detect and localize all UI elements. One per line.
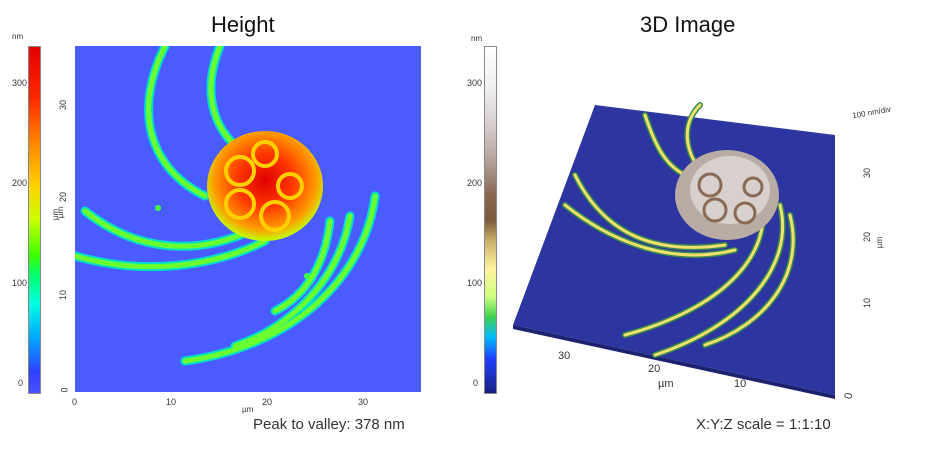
front-axis-tick: 20 xyxy=(648,363,661,375)
3d-surface-image xyxy=(513,102,835,399)
front-axis-tick: 30 xyxy=(558,350,571,362)
left-colorbar-tick: 0 xyxy=(18,378,24,388)
front-axis-tick: 10 xyxy=(734,378,747,390)
left-x-label: µm xyxy=(242,405,254,414)
right-colorbar-unit: nm xyxy=(471,34,483,43)
left-y-tick: 0 xyxy=(59,387,70,393)
side-axis-tick: 30 xyxy=(862,167,873,179)
left-x-tick: 0 xyxy=(72,397,78,407)
peak-to-valley-caption: Peak to valley: 378 nm xyxy=(253,416,405,433)
left-y-label: µm xyxy=(56,206,66,219)
left-y-tick: 30 xyxy=(58,99,69,111)
front-axis-label: µm xyxy=(658,378,674,390)
left-colorbar-tick: 300 xyxy=(12,78,28,88)
left-y-tick: 10 xyxy=(58,289,69,301)
right-colorbar-tick: 300 xyxy=(467,78,483,88)
height-map-image xyxy=(75,46,421,392)
left-colorbar-unit: nm xyxy=(12,32,24,41)
side-axis-label: µm xyxy=(875,236,885,249)
height-title: Height xyxy=(211,12,275,37)
side-axis-tick: 10 xyxy=(862,297,873,309)
left-colorbar-tick: 100 xyxy=(12,278,28,288)
left-x-tick: 30 xyxy=(358,397,369,407)
left-x-tick: 20 xyxy=(262,397,273,407)
left-y-tick: 20 xyxy=(58,191,69,203)
left-x-tick: 10 xyxy=(166,397,177,407)
right-colorbar xyxy=(484,46,497,394)
right-colorbar-tick: 0 xyxy=(473,378,479,388)
left-colorbar-tick: 200 xyxy=(12,178,28,188)
left-colorbar xyxy=(28,46,41,394)
z-scale-label: 100 nm/div xyxy=(851,104,892,121)
right-colorbar-tick: 100 xyxy=(467,278,483,288)
side-axis-tick: 20 xyxy=(862,231,873,243)
xyz-scale-caption: X:Y:Z scale = 1:1:10 xyxy=(696,416,831,433)
3d-image-title: 3D Image xyxy=(640,12,736,37)
right-colorbar-tick: 200 xyxy=(467,178,483,188)
